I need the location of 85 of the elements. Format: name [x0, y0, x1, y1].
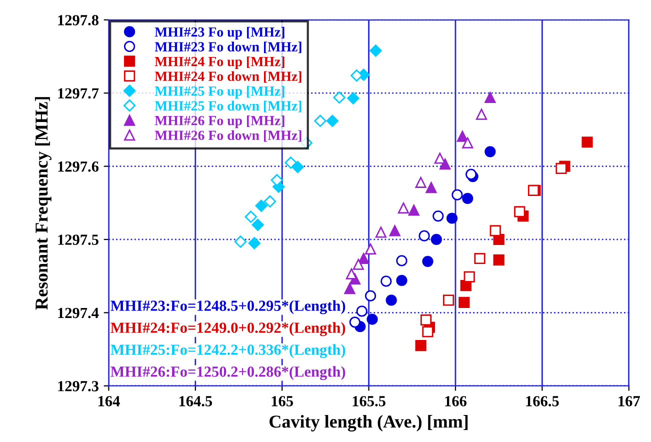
point [430, 234, 442, 246]
x-tick-label: 165.5 [352, 396, 386, 406]
point [462, 192, 474, 204]
point [364, 243, 376, 255]
x-tick-label: 165 [272, 396, 293, 406]
point [514, 206, 526, 218]
point [426, 182, 437, 194]
point [422, 326, 434, 338]
point [350, 69, 363, 82]
point [484, 92, 496, 104]
point [452, 189, 463, 200]
point [234, 236, 247, 248]
point [396, 255, 408, 266]
point [456, 130, 468, 142]
point [476, 108, 488, 120]
point [347, 92, 360, 104]
point [396, 274, 408, 286]
point [415, 176, 426, 188]
point [344, 282, 356, 294]
annotation: MHI#25:Fo=1242.2+0.336*(Length) [110, 344, 346, 358]
point [358, 252, 370, 264]
point [248, 237, 260, 250]
annotation: MHI#24:Fo=1249.0+0.292*(Length) [110, 322, 346, 336]
point [408, 204, 420, 216]
point [422, 256, 434, 267]
point [446, 212, 458, 224]
point [398, 202, 410, 214]
point [326, 114, 338, 127]
legend-label: MHI#25 Fo down [MHz] [154, 100, 302, 112]
x-tick-label: 164.5 [179, 396, 212, 406]
point [364, 290, 376, 302]
legend-label: MHI#24 Fo down [MHz] [154, 71, 302, 83]
point [466, 168, 477, 180]
x-tick-label: 167 [618, 396, 640, 406]
point [389, 225, 400, 236]
annotation: MHI#26:Fo=1250.2+0.286*(Length) [110, 366, 346, 380]
point [292, 160, 304, 174]
point [490, 225, 501, 236]
point [418, 230, 430, 242]
point [380, 276, 392, 287]
point [314, 114, 326, 127]
point [484, 146, 496, 158]
point [264, 195, 276, 208]
annotation: MHI#23:Fo=1248.5+0.295*(Length) [110, 300, 346, 314]
point [349, 316, 360, 328]
point [284, 156, 297, 169]
point [333, 91, 346, 104]
point [458, 296, 470, 308]
point [352, 258, 364, 270]
point [370, 44, 382, 57]
point [255, 200, 268, 212]
point [432, 210, 444, 222]
point [434, 152, 446, 164]
x-tick-label: 164 [98, 396, 120, 406]
point [582, 136, 593, 148]
point [442, 294, 454, 306]
y-tick-label: 1297.8 [58, 15, 98, 26]
y-tick-label: 1297.4 [58, 308, 99, 318]
y-tick-label: 1297.7 [58, 88, 99, 99]
point [420, 314, 432, 326]
point [386, 294, 397, 306]
y-tick-label: 1297.3 [58, 381, 98, 392]
legend-label: MHI#23 Fo down [MHz] [154, 42, 302, 54]
legend-label: MHI#25 Fo up [MHz] [154, 86, 284, 99]
y-tick-label: 1297.5 [58, 234, 98, 245]
legend-label: MHI#26 Fo down [MHz] [154, 130, 302, 142]
point [366, 314, 378, 325]
point [252, 218, 264, 231]
point [493, 254, 504, 266]
point [462, 137, 474, 148]
point [474, 252, 486, 264]
y-tick-label: 1297.6 [58, 161, 99, 172]
legend-label: MHI#23 Fo up [MHz] [154, 26, 284, 40]
point [375, 226, 386, 238]
point [556, 162, 567, 174]
point [244, 210, 257, 223]
x-axis-title: Cavity length (Ave.) [mm] [270, 415, 468, 432]
legend-label: MHI#24 Fo up [MHz] [154, 56, 284, 70]
point [464, 271, 475, 282]
x-tick-label: 166 [445, 396, 466, 406]
point [415, 340, 426, 352]
point [356, 306, 368, 317]
legend-label: MHI#26 Fo up [MHz] [154, 116, 284, 128]
y-axis-title: Resonant Frequency [MHz] [35, 97, 52, 310]
x-tick-label: 166.5 [526, 396, 559, 406]
